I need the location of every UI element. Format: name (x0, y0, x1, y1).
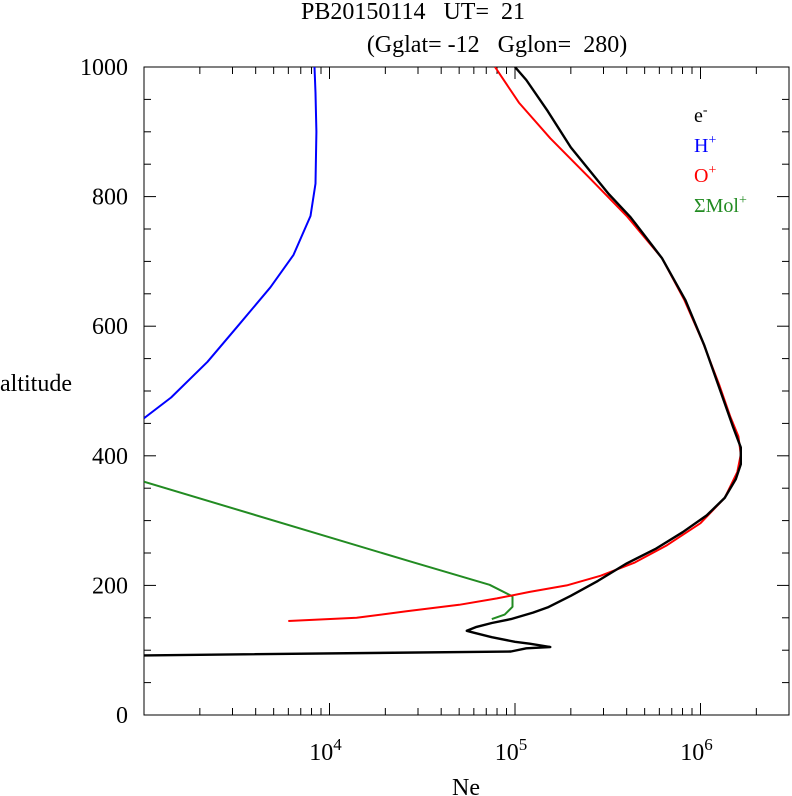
plot-area (143, 66, 790, 716)
axis-ticks (144, 67, 789, 715)
x-axis-label: Ne (452, 775, 480, 796)
series-layer (144, 67, 742, 657)
x-tick-label: 106 (680, 735, 713, 766)
y-tick-labels: 0 200 400 600 800 1000 (80, 55, 128, 729)
x-tick-label: 105 (495, 735, 528, 766)
series-line-h (144, 67, 318, 419)
legend: e- H+ O+ ΣMol+ (694, 103, 747, 217)
x-tick-labels: 104 105 106 (309, 735, 712, 766)
y-tick-label: 0 (116, 703, 128, 729)
y-tick-label: 800 (92, 185, 128, 211)
y-tick-label: 600 (92, 314, 128, 340)
y-tick-label: 400 (92, 444, 128, 470)
y-tick-label: 200 (92, 573, 128, 599)
y-axis-label: altitude (0, 371, 72, 397)
chart-title-line1: PB20150114 UT= 21 (301, 0, 525, 25)
plot-border (143, 66, 790, 716)
legend-entry-o: O+ (694, 163, 716, 187)
legend-entry-mol: ΣMol+ (694, 193, 747, 217)
series-line-e (144, 67, 742, 657)
legend-entry-h: H+ (694, 133, 716, 157)
legend-entry-e: e- (694, 103, 708, 127)
y-tick-label: 1000 (80, 55, 128, 81)
series-line-mol (144, 480, 514, 621)
x-tick-label: 104 (309, 735, 342, 766)
chart-title-line2: (Gglat= -12 Gglon= 280) (367, 32, 627, 58)
